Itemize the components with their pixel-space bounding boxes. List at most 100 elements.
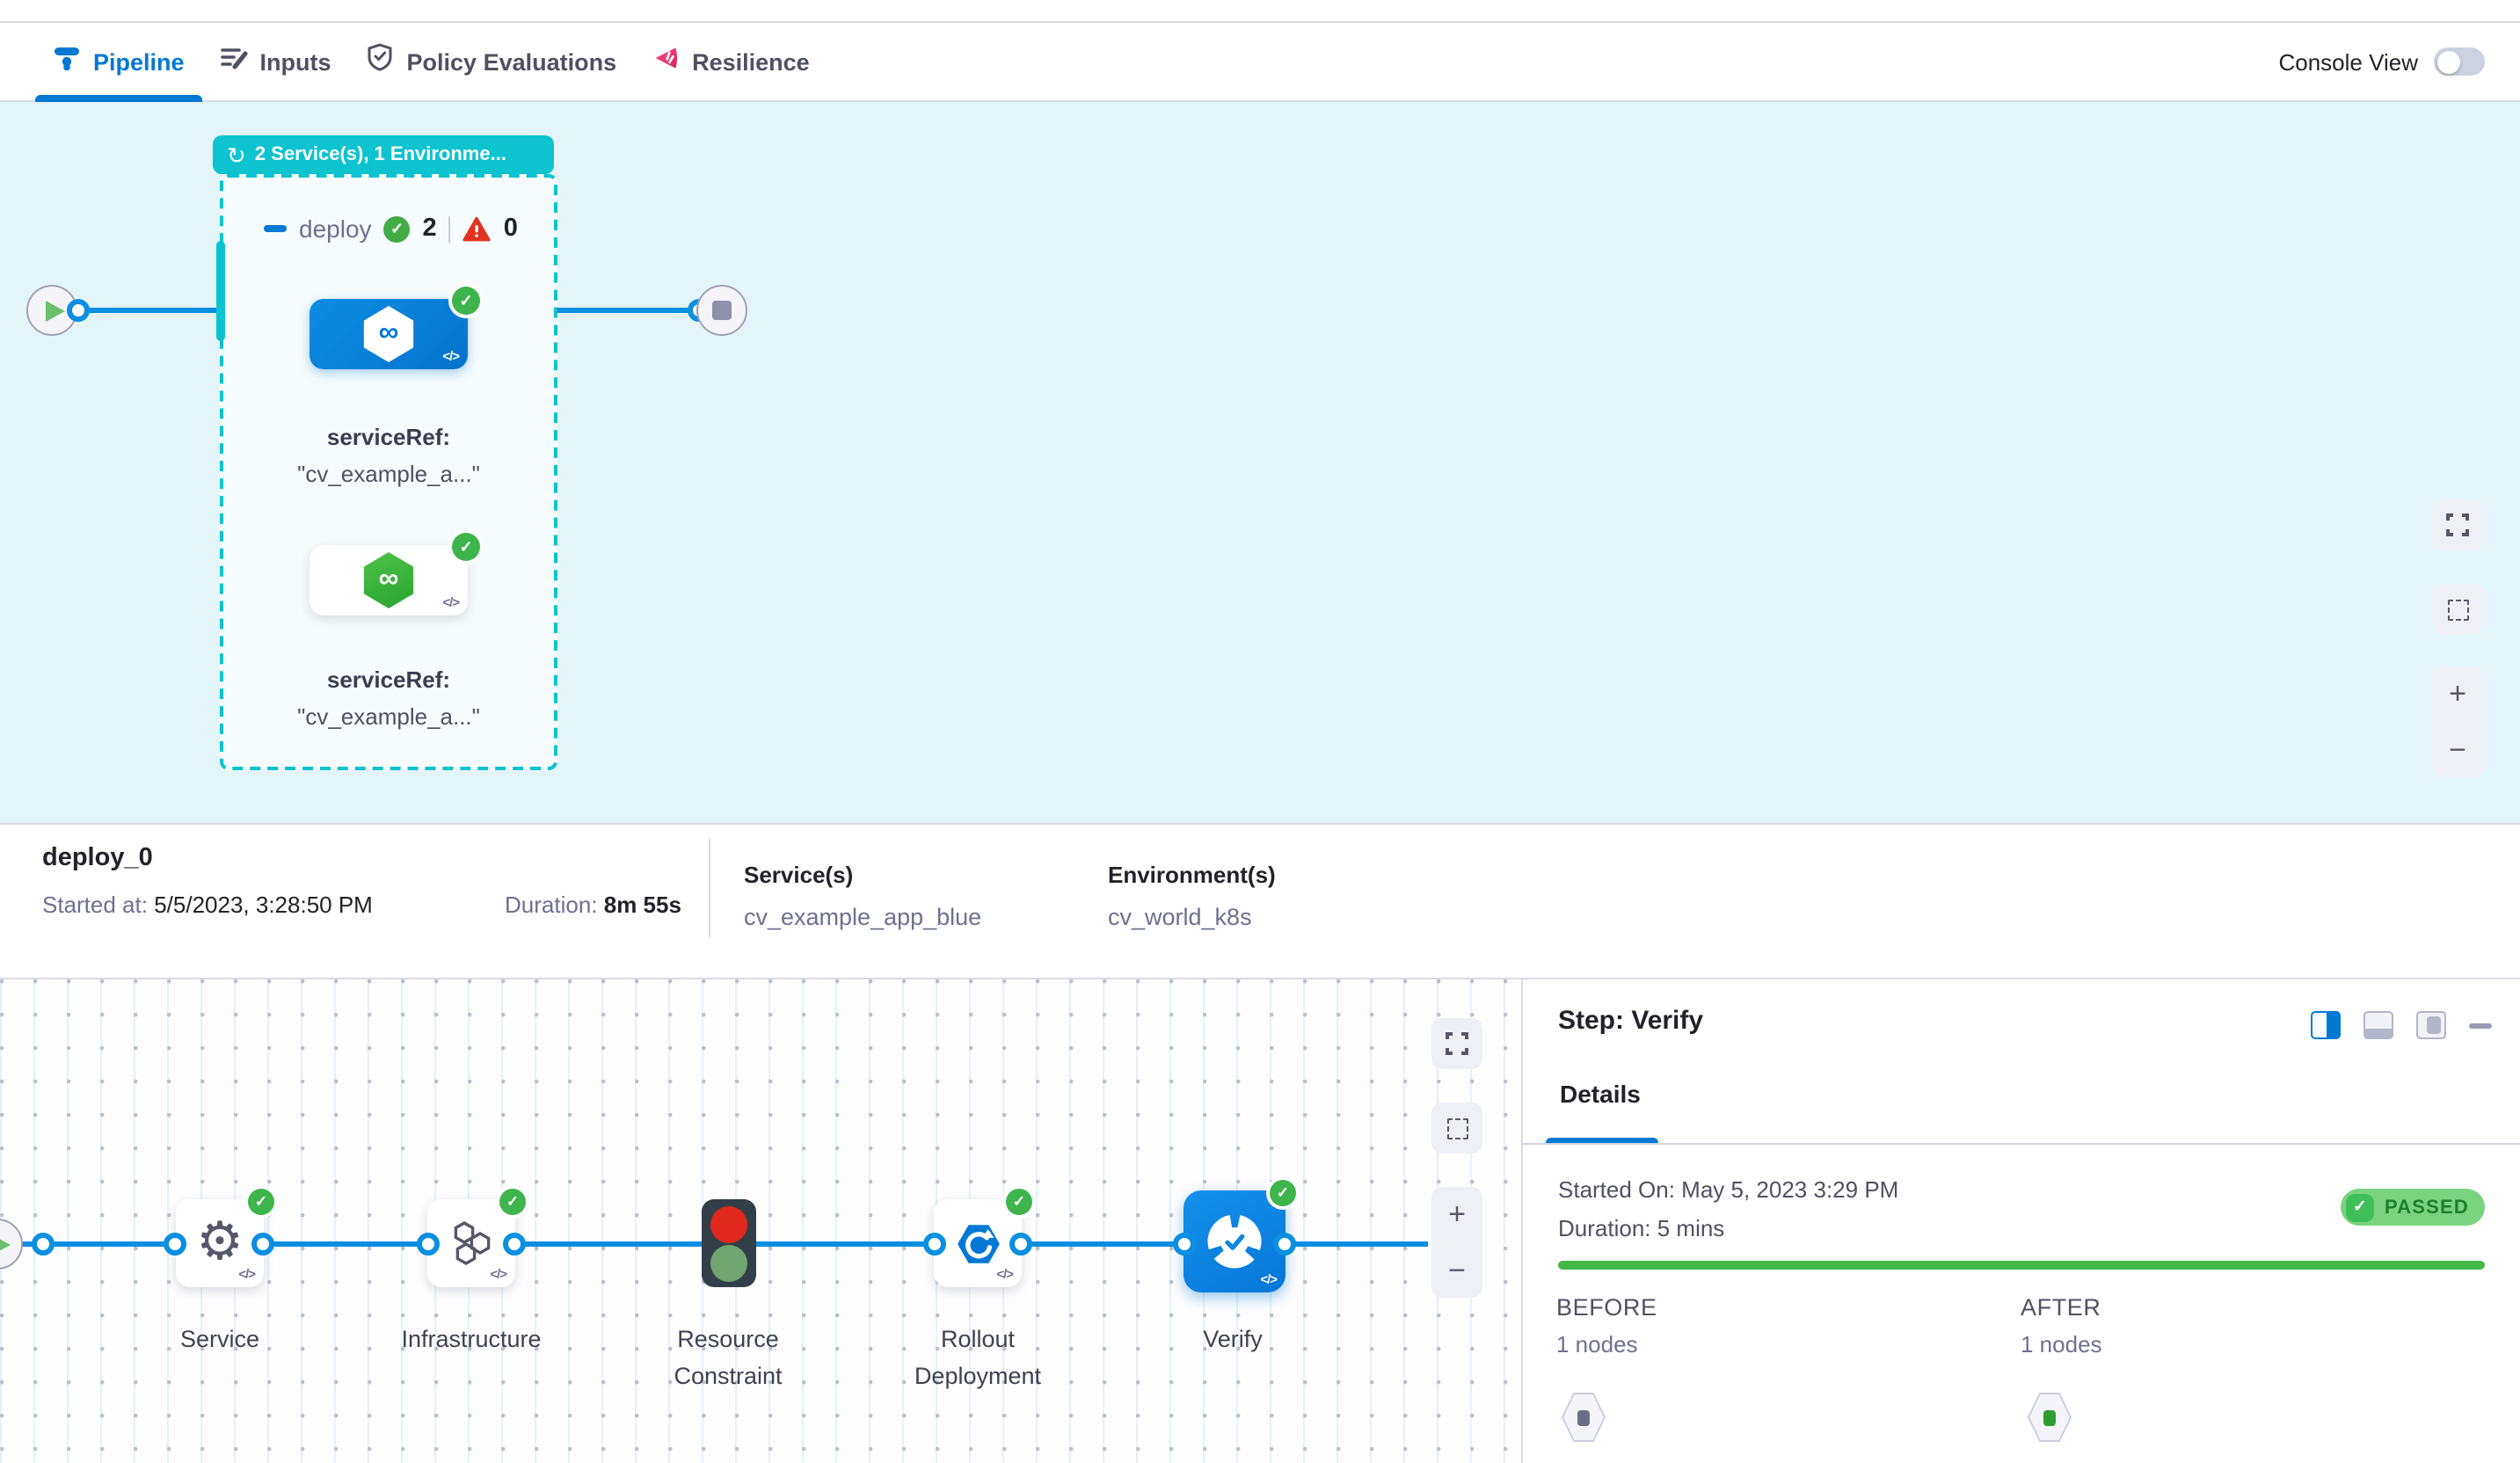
execution-graph-canvas[interactable]: ⚙ ✓ </> ✓ </>	[0, 979, 1523, 1463]
gear-icon: ⚙	[196, 1213, 244, 1271]
zoom-out-button[interactable]: −	[1448, 1253, 1466, 1287]
status-badge: ✓ PASSED	[2341, 1189, 2485, 1226]
fullscreen-icon	[1446, 1032, 1468, 1055]
marquee-select-button[interactable]	[1431, 1103, 1482, 1154]
edge-start-to-stage	[77, 308, 222, 313]
service-hexagon-icon: ∞	[363, 306, 414, 362]
success-badge-icon: ✓	[1270, 1180, 1296, 1206]
step-duration: Duration: 5 mins	[1558, 1215, 1725, 1241]
stage-group-label: 2 Service(s), 1 Environme...	[254, 144, 506, 165]
code-icon: </>	[442, 594, 460, 610]
code-icon: </>	[996, 1266, 1014, 1282]
port	[164, 1233, 186, 1256]
layout-floating-panel-icon[interactable]	[2416, 1011, 2446, 1039]
code-icon: </>	[442, 348, 460, 364]
tab-inputs[interactable]: Inputs	[202, 23, 349, 100]
count-divider	[448, 215, 451, 242]
pipeline-end-node	[696, 285, 747, 336]
service-2-value: "cv_example_a..."	[297, 703, 480, 730]
summary-divider	[709, 839, 710, 937]
start-node-out-port	[67, 299, 90, 322]
step-node-rollout-deployment[interactable]: ✓ </>	[934, 1189, 1032, 1287]
started-at-label: Started at:	[42, 892, 148, 918]
fullscreen-button[interactable]	[1431, 1018, 1482, 1069]
infinity-glyph: ∞	[378, 318, 399, 348]
zoom-out-button[interactable]: −	[2449, 732, 2466, 767]
step-node-service[interactable]: ⚙ ✓ </>	[176, 1189, 274, 1287]
minimize-panel-icon[interactable]	[2469, 1023, 2492, 1028]
success-check-icon: ✓	[383, 215, 411, 242]
service-node-2[interactable]: ∞ ✓ </>	[310, 533, 480, 615]
before-node-hexagon[interactable]	[1562, 1393, 1606, 1442]
panel-layout-controls	[2311, 1011, 2492, 1039]
step-details-panel: Step: Verify Details Started On: May 5, …	[1523, 979, 2520, 1463]
stage-group-header[interactable]: ↻ 2 Service(s), 1 Environme...	[213, 135, 554, 174]
red-light-icon	[710, 1205, 747, 1242]
port	[503, 1233, 526, 1256]
node-status-dot	[1577, 1410, 1590, 1426]
success-badge-icon: ✓	[452, 533, 480, 561]
stop-icon	[712, 301, 732, 320]
stage-summary-bar: deploy_0 Started at: 5/5/2023, 3:28:50 P…	[0, 823, 2520, 978]
code-icon: </>	[490, 1266, 507, 1282]
port	[1273, 1233, 1296, 1256]
service-1-value: "cv_example_a..."	[297, 461, 480, 487]
shield-check-icon	[367, 42, 395, 81]
layout-right-panel-icon[interactable]	[2311, 1011, 2341, 1039]
inputs-icon	[220, 43, 248, 80]
zoom-controls: + −	[2432, 666, 2483, 777]
play-icon	[0, 1234, 10, 1255]
success-badge-icon: ✓	[1006, 1189, 1032, 1215]
step-node-resource-constraint[interactable]	[702, 1199, 756, 1287]
verification-progress-bar	[1558, 1261, 2485, 1269]
tab-policy-evaluations[interactable]: Policy Evaluations	[349, 23, 635, 100]
collapse-stage-icon[interactable]	[264, 225, 287, 232]
started-at-row: Started at: 5/5/2023, 3:28:50 PM	[42, 892, 373, 918]
step-label-resource-constraint: Resource Constraint	[674, 1326, 783, 1389]
infinity-glyph: ∞	[378, 564, 399, 594]
stage-group-box	[220, 174, 557, 770]
step-node-infrastructure[interactable]: ✓ </>	[427, 1189, 526, 1287]
step-node-verify[interactable]: ✓ </>	[1184, 1180, 1296, 1292]
tab-pipeline[interactable]: Pipeline	[35, 23, 202, 102]
duration-label: Duration:	[505, 892, 598, 918]
zoom-in-button[interactable]: +	[2449, 677, 2466, 711]
fullscreen-icon	[2446, 513, 2469, 536]
after-node-count: 1 nodes	[2021, 1331, 2102, 1357]
console-view-toggle[interactable]	[2434, 47, 2485, 76]
service-1-key: serviceRef:	[326, 424, 451, 450]
tab-details[interactable]: Details	[1560, 1080, 1641, 1108]
stage-run-title: deploy_0	[42, 844, 153, 872]
stage-graph-canvas[interactable]: ↻ 2 Service(s), 1 Environme... deploy ✓ …	[0, 102, 2520, 823]
zoom-in-button[interactable]: +	[1448, 1197, 1466, 1232]
layout-bottom-panel-icon[interactable]	[2363, 1011, 2393, 1039]
success-badge-icon: ✓	[248, 1189, 274, 1215]
tab-policy-evaluations-label: Policy Evaluations	[406, 48, 617, 75]
stage-group-in-port	[216, 241, 225, 341]
service-hexagon-icon: ∞	[363, 552, 414, 608]
service-2-key: serviceRef:	[326, 666, 451, 693]
marquee-select-icon	[1446, 1117, 1468, 1139]
tab-bar-border	[1523, 1143, 2520, 1145]
port	[251, 1233, 274, 1256]
tab-resilience-label: Resilience	[692, 48, 810, 75]
view-tabs-bar: Pipeline Inputs Policy Evaluations Resil…	[0, 23, 2520, 102]
success-badge-icon: ✓	[452, 287, 480, 315]
marquee-select-button[interactable]	[2432, 584, 2483, 635]
rollout-icon	[957, 1224, 999, 1263]
execution-section: ⚙ ✓ </> ✓ </>	[0, 978, 2520, 1463]
start-out-port	[32, 1233, 55, 1256]
tab-resilience[interactable]: Resilience	[634, 23, 827, 100]
after-node-hexagon[interactable]	[2028, 1393, 2072, 1442]
step-panel-title: Step: Verify	[1558, 1006, 1704, 1036]
service-node-1[interactable]: ∞ ✓ </>	[310, 287, 480, 369]
environments-value: cv_world_k8s	[1108, 904, 1252, 930]
console-view-label: Console View	[2278, 48, 2418, 75]
before-node-count: 1 nodes	[1556, 1331, 1638, 1357]
fullscreen-button[interactable]	[2432, 499, 2483, 550]
infrastructure-icon	[454, 1221, 491, 1265]
play-icon	[45, 300, 64, 321]
environments-header: Environment(s)	[1108, 862, 1276, 888]
code-icon: </>	[1260, 1271, 1278, 1287]
